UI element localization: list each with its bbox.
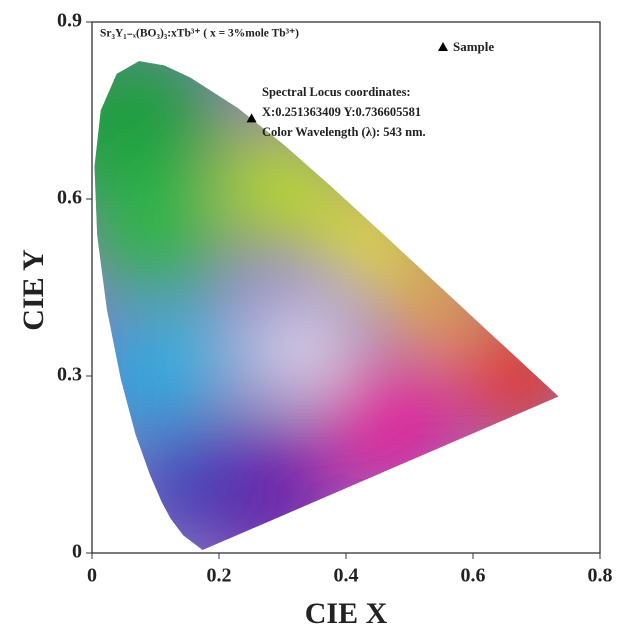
gamut-color bbox=[261, 306, 342, 387]
y-tick-label: 0.6 bbox=[57, 187, 82, 209]
gamut-color bbox=[166, 312, 247, 393]
annotation: Color Wavelength (λ): 543 nm. bbox=[262, 125, 426, 139]
gamut-color bbox=[222, 127, 343, 248]
x-axis-title: CIE X bbox=[305, 597, 388, 630]
legend-label: Sample bbox=[453, 39, 494, 54]
gamut-color bbox=[389, 260, 480, 351]
gamut-color bbox=[94, 158, 226, 299]
x-tick-label: 0 bbox=[87, 565, 97, 587]
y-tick-label: 0 bbox=[72, 541, 82, 563]
y-axis-title: CIE Y bbox=[17, 249, 50, 331]
y-tick-label: 0.9 bbox=[57, 10, 82, 32]
x-tick-label: 0.8 bbox=[588, 565, 613, 587]
x-tick-label: 0.6 bbox=[461, 565, 486, 587]
y-tick-label: 0.3 bbox=[57, 364, 82, 386]
sample-point bbox=[246, 113, 257, 123]
legend-marker bbox=[438, 42, 448, 51]
annotation: X:0.251363409 Y:0.736605581 bbox=[262, 105, 421, 119]
chart-title: Sr₃Y₁₋ₓ(BO₃)₃:xTb³⁺ ( x = 3%mole Tb³⁺) bbox=[100, 28, 299, 40]
x-tick-label: 0.2 bbox=[207, 565, 232, 587]
x-tick-label: 0.4 bbox=[334, 565, 359, 587]
gamut-color bbox=[132, 427, 243, 538]
gamut-color bbox=[320, 353, 461, 494]
gamut-color bbox=[326, 195, 417, 286]
annotation: Spectral Locus coordinates: bbox=[262, 85, 411, 99]
gamut-color bbox=[457, 316, 559, 436]
